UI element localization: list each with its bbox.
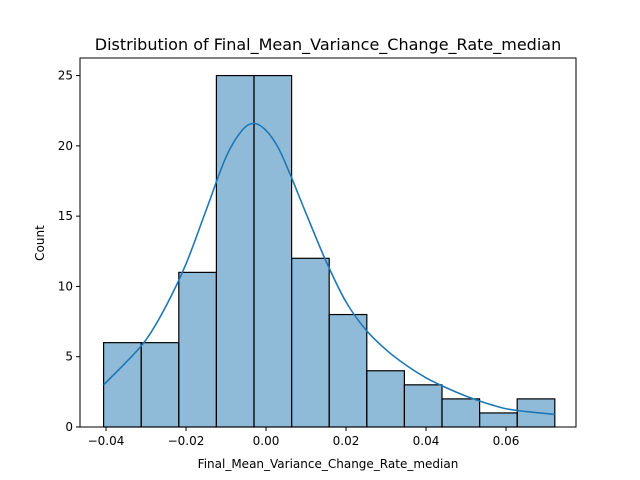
x-axis: −0.04 −0.02 0.00 0.02 0.04 0.06 — [88, 427, 520, 448]
histogram-bar — [215, 74, 255, 428]
x-tick-label: −0.04 — [88, 434, 125, 448]
x-tick-label: 0.02 — [333, 434, 360, 448]
y-axis: 0 5 10 15 20 25 — [58, 69, 80, 434]
y-tick-label: 15 — [58, 209, 73, 223]
histogram-bar — [291, 257, 330, 428]
y-tick-label: 25 — [58, 69, 73, 83]
histogram-bar — [253, 74, 293, 428]
x-tick-label: 0.04 — [413, 434, 440, 448]
x-tick-label: 0.06 — [493, 434, 520, 448]
histogram-bar — [441, 398, 481, 428]
kde-group — [103, 122, 555, 416]
y-tick-label: 20 — [58, 139, 73, 153]
histogram-bar — [178, 271, 218, 428]
y-tick-label: 0 — [65, 420, 73, 434]
histogram-bar — [403, 384, 443, 428]
x-tick-label: −0.02 — [168, 434, 205, 448]
histogram-bar — [366, 370, 405, 428]
y-tick-label: 10 — [58, 279, 73, 293]
chart-title: Distribution of Final_Mean_Variance_Chan… — [95, 35, 561, 55]
histogram-bar — [102, 342, 142, 428]
x-tick-label: 0.00 — [253, 434, 280, 448]
histogram-bar — [328, 313, 368, 428]
plot-frame — [79, 57, 577, 428]
histogram-bar — [479, 412, 518, 428]
histogram-bar — [140, 342, 180, 428]
x-axis-label: Final_Mean_Variance_Change_Rate_median — [198, 457, 459, 471]
bars-group — [102, 74, 556, 428]
kde-line — [103, 122, 555, 416]
y-axis-label: Count — [33, 225, 47, 261]
y-tick-label: 5 — [65, 350, 73, 364]
